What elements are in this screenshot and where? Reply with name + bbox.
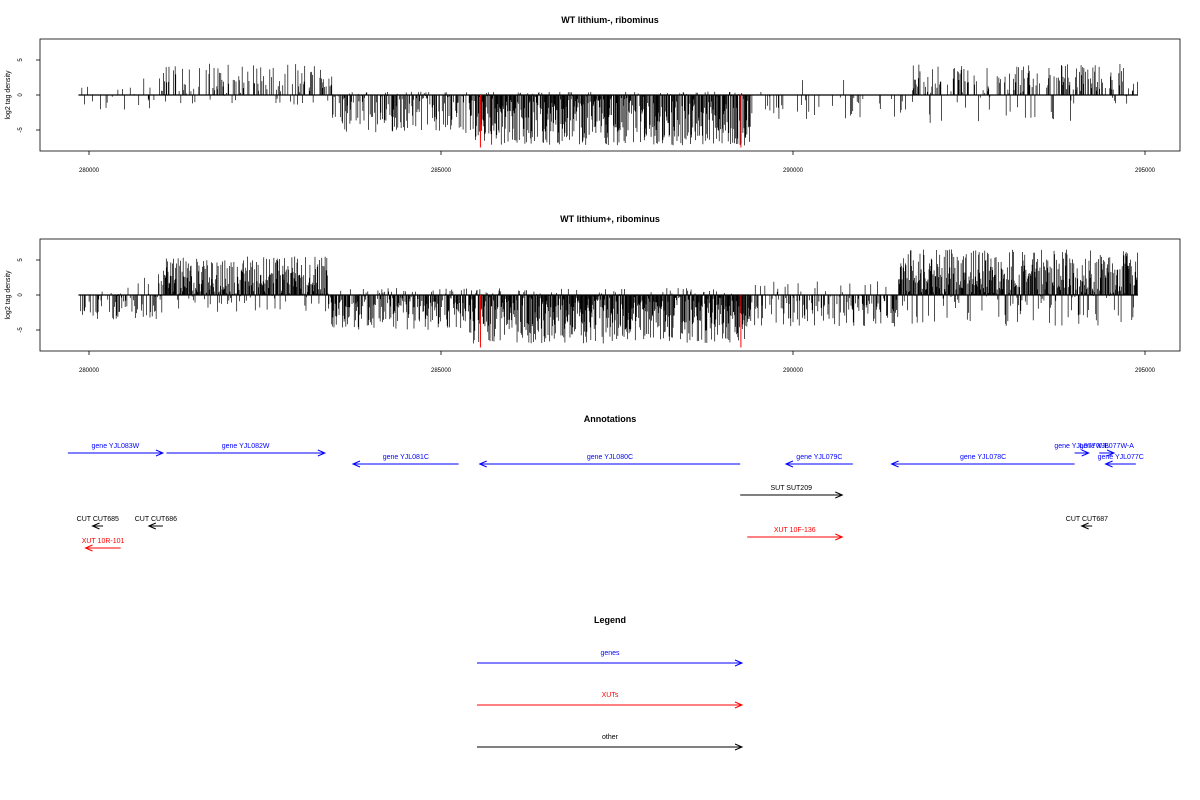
arrowhead xyxy=(147,522,157,530)
feature-label: gene YJL082W xyxy=(222,443,270,450)
x-tick-label: 280000 xyxy=(79,168,100,174)
feature-gene: gene YJL081C xyxy=(351,454,459,468)
y-axis-label: log2 tag density xyxy=(5,270,12,320)
feature-label: gene YJL077W-B xyxy=(1054,443,1109,450)
arrowhead xyxy=(835,491,844,499)
arrowhead xyxy=(1106,449,1116,457)
feature-gene: gene YJL077W-A xyxy=(1079,443,1134,457)
arrowhead xyxy=(734,701,744,709)
x-tick-label: 290000 xyxy=(783,368,804,374)
feature-gene: gene YJL077W-B xyxy=(1054,443,1109,457)
y-axis-label: log2 tag density xyxy=(5,70,12,120)
feature-label: gene YJL078C xyxy=(960,454,1006,461)
arrowhead xyxy=(478,460,487,468)
x-axis: 280000 285000 290000 295000 xyxy=(79,168,1156,174)
feature-gene: gene YJL083W xyxy=(67,443,165,457)
x-tick-label: 285000 xyxy=(431,168,452,174)
feature-gene: gene YJL080C xyxy=(478,454,741,468)
x-axis: 280000 285000 290000 295000 xyxy=(79,368,1156,374)
x-tick-label: 295000 xyxy=(1135,368,1156,374)
x-tick-label: 280000 xyxy=(79,368,100,374)
legend-title: Legend xyxy=(594,615,626,625)
legend-label: XUTs xyxy=(602,692,619,699)
feature-gene: gene YJL079C xyxy=(784,454,853,468)
feature-other: SUT SUT209 xyxy=(740,485,844,499)
feature-other: CUT CUT687 xyxy=(1066,516,1108,530)
feature-other: CUT CUT686 xyxy=(135,516,177,530)
y-tick-label: 0 xyxy=(18,293,24,297)
track-title: WT lithium-, ribominus xyxy=(561,15,659,25)
arrowhead xyxy=(351,460,361,468)
feature-label: XUT 10R-101 xyxy=(82,538,125,545)
feature-other: CUT CUT685 xyxy=(77,516,119,530)
x-tick-label: 290000 xyxy=(783,168,804,174)
feature-label: gene YJL079C xyxy=(796,454,842,461)
feature-xut: XUT 10R-101 xyxy=(82,538,125,552)
arrowhead xyxy=(1080,522,1089,530)
y-axis: 5 0 -5 xyxy=(18,58,24,133)
legend-item-gene: genes xyxy=(477,650,744,667)
signal-bars xyxy=(80,249,1138,344)
feature-label: gene YJL083W xyxy=(92,443,140,450)
legend-label: other xyxy=(602,734,619,741)
arrowhead xyxy=(734,659,744,667)
legend-item-other: other xyxy=(477,734,744,751)
arrowhead xyxy=(84,544,93,552)
feature-label: SUT SUT209 xyxy=(770,485,812,492)
arrowhead xyxy=(835,533,844,541)
legend-label: genes xyxy=(600,650,620,657)
legend-item-xut: XUTs xyxy=(477,692,744,709)
y-tick-label: 5 xyxy=(18,258,24,262)
y-tick-label: -5 xyxy=(18,127,24,133)
feature-gene: gene YJL077C xyxy=(1098,454,1144,468)
y-tick-label: 5 xyxy=(18,58,24,62)
arrowhead xyxy=(317,449,327,457)
feature-label: gene YJL077C xyxy=(1098,454,1144,461)
arrowhead xyxy=(1081,449,1090,457)
y-tick-label: -5 xyxy=(18,327,24,333)
track-title: WT lithium+, ribominus xyxy=(560,214,660,224)
feature-label: CUT CUT686 xyxy=(135,516,177,523)
annotations-title: Annotations xyxy=(584,414,637,424)
arrowhead xyxy=(91,522,100,530)
legend-panel: Legend genes XUTs other xyxy=(477,615,744,751)
feature-label: XUT 10F-136 xyxy=(774,527,816,534)
y-tick-label: 0 xyxy=(18,93,24,97)
y-axis: 5 0 -5 xyxy=(18,258,24,333)
feature-label: CUT CUT685 xyxy=(77,516,119,523)
feature-gene: gene YJL078C xyxy=(890,454,1075,468)
arrowhead xyxy=(734,743,744,751)
feature-gene: gene YJL082W xyxy=(166,443,327,457)
annotations-panel: Annotations gene YJL083W gene YJL082W gene… xyxy=(67,414,1144,552)
arrowhead xyxy=(1104,460,1113,468)
feature-label: CUT CUT687 xyxy=(1066,516,1108,523)
feature-xut: XUT 10F-136 xyxy=(747,527,844,541)
track-lithium-plus: WT lithium+, ribominus log2 tag density … xyxy=(5,214,1181,374)
track-lithium-minus: WT lithium-, ribominus log2 tag density … xyxy=(5,15,1181,174)
arrowhead xyxy=(784,460,794,468)
signal-bars xyxy=(81,63,1138,146)
x-tick-label: 295000 xyxy=(1135,168,1156,174)
x-tick-label: 285000 xyxy=(431,368,452,374)
feature-label: gene YJL080C xyxy=(587,454,633,461)
arrowhead xyxy=(155,449,165,457)
feature-label: gene YJL081C xyxy=(383,454,429,461)
arrowhead xyxy=(890,460,899,468)
feature-label: gene YJL077W-A xyxy=(1079,443,1134,450)
